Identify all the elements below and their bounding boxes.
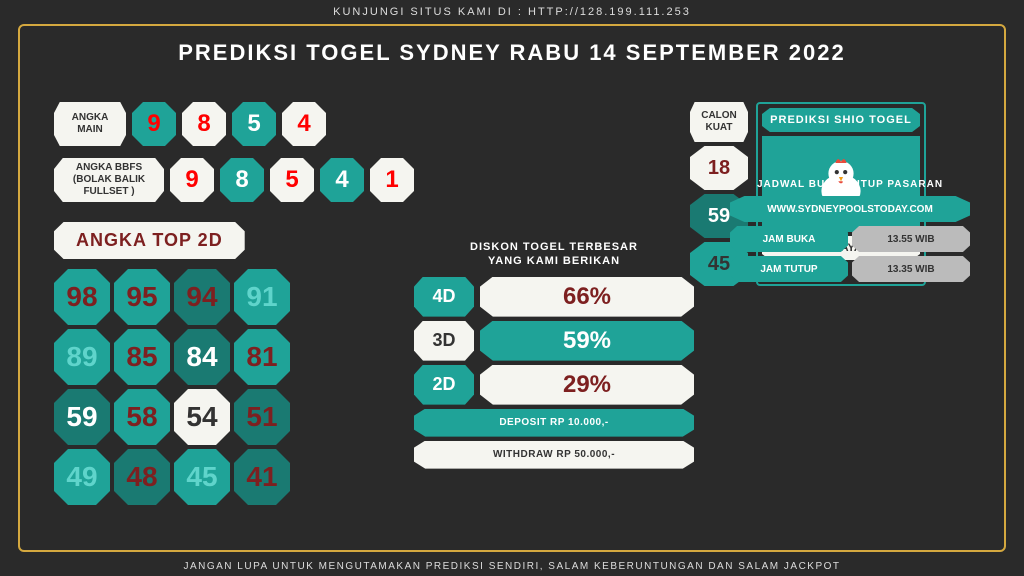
- top2d-cell: 54: [174, 389, 230, 445]
- jam-buka-val: 13.55 WIB: [852, 226, 970, 252]
- diskon-value: 66%: [480, 277, 694, 317]
- jam-tutup-label: JAM TUTUP: [730, 256, 848, 282]
- angka-bbfs-num: 1: [370, 158, 414, 202]
- shio-header: PREDIKSI SHIO TOGEL: [762, 108, 920, 132]
- angka-main-num: 5: [232, 102, 276, 146]
- angka-main-row: ANGKA MAIN 9854: [54, 102, 414, 146]
- top2d-cell: 49: [54, 449, 110, 505]
- top2d-cell: 51: [234, 389, 290, 445]
- jadwal-section: JADWAL BUKA/TUTUP PASARAN WWW.SYDNEYPOOL…: [730, 179, 970, 286]
- jadwal-title: JADWAL BUKA/TUTUP PASARAN: [730, 179, 970, 190]
- footer-text: JANGAN LUPA UNTUK MENGUTAMAKAN PREDIKSI …: [0, 561, 1024, 572]
- top2d-cell: 91: [234, 269, 290, 325]
- main-frame: PREDIKSI TOGEL SYDNEY RABU 14 SEPTEMBER …: [18, 24, 1006, 552]
- top2d-cell: 45: [174, 449, 230, 505]
- angka-bbfs-num: 5: [270, 158, 314, 202]
- left-column: ANGKA MAIN 9854 ANGKA BBFS (BOLAK BALIK …: [54, 102, 414, 505]
- diskon-label: 2D: [414, 365, 474, 405]
- top2d-cell: 95: [114, 269, 170, 325]
- diskon-label: 4D: [414, 277, 474, 317]
- top2d-cell: 84: [174, 329, 230, 385]
- withdraw-pill: WITHDRAW RP 50.000,-: [414, 441, 694, 469]
- diskon-value: 29%: [480, 365, 694, 405]
- angka-bbfs-num: 8: [220, 158, 264, 202]
- angka-main-num: 8: [182, 102, 226, 146]
- top2d-cell: 98: [54, 269, 110, 325]
- angka-bbfs-num: 9: [170, 158, 214, 202]
- angka-bbfs-num: 4: [320, 158, 364, 202]
- angka-main-num: 4: [282, 102, 326, 146]
- top2d-cell: 89: [54, 329, 110, 385]
- diskon-label: 3D: [414, 321, 474, 361]
- jam-tutup-val: 13.35 WIB: [852, 256, 970, 282]
- jam-buka-label: JAM BUKA: [730, 226, 848, 252]
- top2d-cell: 81: [234, 329, 290, 385]
- diskon-title: DISKON TOGEL TERBESARYANG KAMI BERIKAN: [414, 240, 694, 269]
- top2d-grid: 98959491 89858481 59585451 49484541: [54, 269, 414, 505]
- deposit-pill: DEPOSIT RP 10.000,-: [414, 409, 694, 437]
- top2d-cell: 48: [114, 449, 170, 505]
- top2d-cell: 58: [114, 389, 170, 445]
- angka-main-label: ANGKA MAIN: [54, 102, 126, 146]
- right-column: CALON KUAT 185945 PREDIKSI SHIO TOGEL: [690, 102, 970, 286]
- top2d-cell: 41: [234, 449, 290, 505]
- diskon-value: 59%: [480, 321, 694, 361]
- top2d-title: ANGKA TOP 2D: [54, 222, 245, 259]
- angka-bbfs-row: ANGKA BBFS (BOLAK BALIK FULLSET ) 98541: [54, 158, 414, 202]
- top2d-cell: 59: [54, 389, 110, 445]
- middle-column: DISKON TOGEL TERBESARYANG KAMI BERIKAN 4…: [414, 240, 694, 473]
- angka-bbfs-label: ANGKA BBFS (BOLAK BALIK FULLSET ): [54, 158, 164, 202]
- header-text: KUNJUNGI SITUS KAMI DI : HTTP://128.199.…: [0, 0, 1024, 24]
- calon-label: CALON KUAT: [690, 102, 748, 142]
- top2d-cell: 94: [174, 269, 230, 325]
- jadwal-site: WWW.SYDNEYPOOLSTODAY.COM: [730, 196, 970, 222]
- page-title: PREDIKSI TOGEL SYDNEY RABU 14 SEPTEMBER …: [20, 40, 1004, 66]
- angka-main-num: 9: [132, 102, 176, 146]
- top2d-cell: 85: [114, 329, 170, 385]
